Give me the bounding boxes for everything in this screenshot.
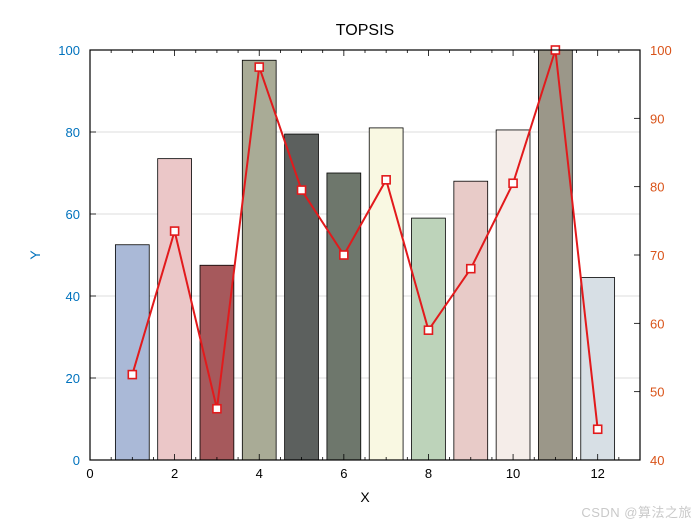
line-marker (340, 251, 348, 259)
y-left-tick-label: 80 (66, 125, 80, 140)
x-tick-label: 6 (340, 466, 347, 481)
bar (285, 134, 319, 460)
y-right-tick-label: 80 (650, 180, 664, 195)
x-tick-label: 4 (256, 466, 263, 481)
x-tick-label: 8 (425, 466, 432, 481)
line-marker (382, 176, 390, 184)
bar (158, 159, 192, 460)
x-axis-label: X (360, 489, 370, 505)
line-marker (467, 265, 475, 273)
y-left-tick-label: 40 (66, 289, 80, 304)
bar (115, 245, 149, 460)
bar (454, 181, 488, 460)
y-right-tick-label: 60 (650, 316, 664, 331)
line-marker (213, 405, 221, 413)
y-left-tick-label: 60 (66, 207, 80, 222)
y-right-tick-label: 100 (650, 43, 672, 58)
line-marker (424, 326, 432, 334)
line-marker (298, 186, 306, 194)
line-marker (594, 425, 602, 433)
y-right-tick-label: 40 (650, 453, 664, 468)
line-marker (128, 371, 136, 379)
x-tick-label: 2 (171, 466, 178, 481)
line-marker (509, 179, 517, 187)
y-axis-label: Y (27, 250, 43, 260)
y-left-tick-label: 0 (73, 453, 80, 468)
line-marker (171, 227, 179, 235)
y-right-tick-label: 70 (650, 248, 664, 263)
line-marker (255, 63, 263, 71)
x-tick-label: 10 (506, 466, 520, 481)
y-left-tick-label: 100 (58, 43, 80, 58)
bar (327, 173, 361, 460)
y-right-tick-label: 90 (650, 111, 664, 126)
y-left-tick-label: 20 (66, 371, 80, 386)
y-right-tick-label: 50 (650, 385, 664, 400)
chart-title: TOPSIS (336, 22, 394, 39)
bar (412, 218, 446, 460)
x-tick-label: 0 (86, 466, 93, 481)
x-tick-label: 12 (590, 466, 604, 481)
topsis-chart: 0 2 4 6 8 10 12 0 20 40 60 80 100 40 50 60 70 80 90 100 X Y TO… (0, 0, 700, 525)
bar (538, 50, 572, 460)
watermark: CSDN @算法之旅 (581, 502, 692, 521)
bar (242, 60, 276, 460)
